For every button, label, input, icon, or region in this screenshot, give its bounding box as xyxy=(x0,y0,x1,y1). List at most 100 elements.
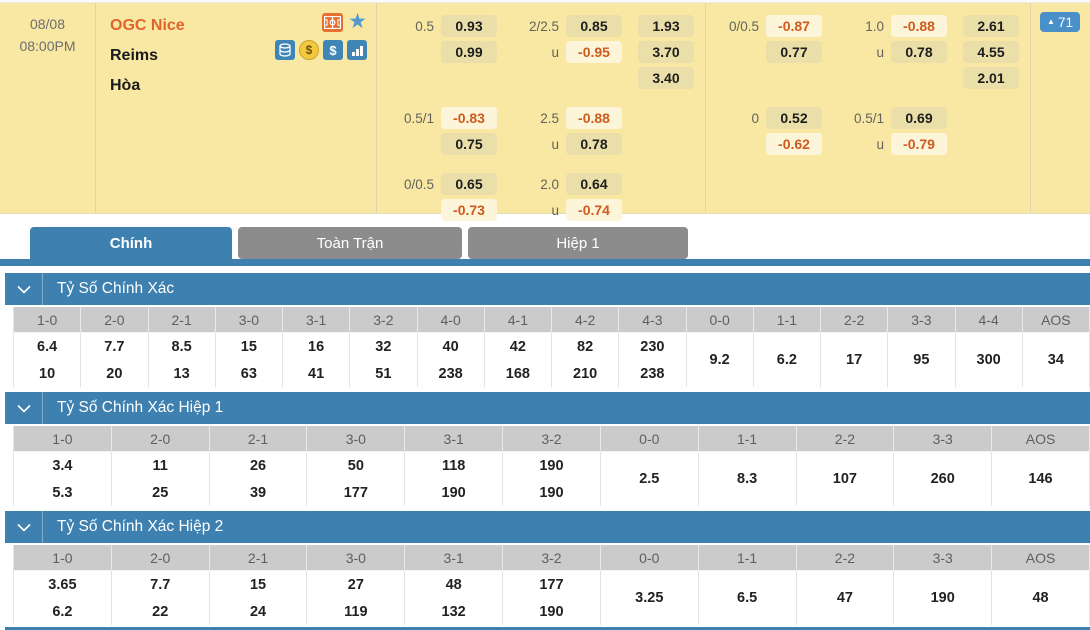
section-header[interactable]: Tỷ Số Chính Xác Hiệp 1 xyxy=(5,392,1090,424)
score-odd-value[interactable]: 210 xyxy=(573,365,598,382)
odds-movement-badge[interactable]: ▲ 71 xyxy=(1040,12,1080,32)
odds-value[interactable]: -0.73 xyxy=(441,199,497,221)
score-odd-value[interactable]: 6.5 xyxy=(737,590,758,606)
pitch-icon[interactable] xyxy=(322,12,344,32)
score-odd-value[interactable]: 3.4 xyxy=(52,457,73,474)
score-odd-value[interactable]: 15 xyxy=(240,338,257,355)
score-odd-value[interactable]: 15 xyxy=(249,576,267,593)
score-odd-value[interactable]: 32 xyxy=(375,338,392,355)
odds-value[interactable]: 3.70 xyxy=(638,41,694,63)
score-odd-value[interactable]: 132 xyxy=(441,603,466,620)
score-odd-value[interactable]: 10 xyxy=(39,365,56,382)
tab-3[interactable]: Hiệp 1 xyxy=(468,227,688,259)
odds-value[interactable]: -0.88 xyxy=(891,15,947,37)
odds-value[interactable]: 0.65 xyxy=(441,173,497,195)
score-odd-value[interactable]: 6.2 xyxy=(52,603,73,620)
tab-2[interactable]: Toàn Trận xyxy=(238,227,462,259)
odds-value[interactable]: 0.78 xyxy=(891,41,947,63)
odds-value[interactable]: 0.99 xyxy=(441,41,497,63)
score-odd-value[interactable]: 13 xyxy=(173,365,190,382)
score-odd-value[interactable]: 5.3 xyxy=(52,484,73,501)
score-odd-value[interactable]: 8.5 xyxy=(171,338,192,355)
score-odd-value[interactable]: 190 xyxy=(930,590,955,606)
chevron-down-icon[interactable] xyxy=(5,511,43,543)
score-odd-value[interactable]: 48 xyxy=(1032,590,1049,606)
score-odd-value[interactable]: 20 xyxy=(106,365,123,382)
score-odd-value[interactable]: 27 xyxy=(347,576,364,593)
score-odd-value[interactable]: 119 xyxy=(344,603,368,620)
score-odd-value[interactable]: 40 xyxy=(442,338,459,355)
odds-value[interactable]: 0.64 xyxy=(566,173,622,195)
score-odd-value[interactable]: 146 xyxy=(1028,471,1053,487)
odds-value[interactable]: 0.78 xyxy=(566,133,622,155)
chevron-down-icon[interactable] xyxy=(5,273,43,305)
odds-value[interactable]: -0.95 xyxy=(566,41,622,63)
score-odd-value[interactable]: 260 xyxy=(930,471,955,487)
score-odd-value[interactable]: 168 xyxy=(505,365,530,382)
score-odd-value[interactable]: 63 xyxy=(240,365,257,382)
score-odd-value[interactable]: 6.4 xyxy=(37,338,58,355)
odds-value[interactable]: -0.87 xyxy=(766,15,822,37)
score-odd-value[interactable]: 9.2 xyxy=(709,352,730,368)
coins-stack-icon[interactable] xyxy=(275,40,295,60)
score-odd-value[interactable]: 238 xyxy=(640,365,665,382)
section-header[interactable]: Tỷ Số Chính Xác Hiệp 2 xyxy=(5,511,1090,543)
score-odd-value[interactable]: 51 xyxy=(375,365,392,382)
odds-value[interactable]: -0.88 xyxy=(566,107,622,129)
favorite-star-icon[interactable]: ★ xyxy=(348,10,367,33)
tab-1[interactable]: Chính xyxy=(30,227,232,259)
odds-value[interactable]: 0.75 xyxy=(441,133,497,155)
odds-value[interactable]: 1.93 xyxy=(638,15,694,37)
odds-value[interactable]: 0.69 xyxy=(891,107,947,129)
score-odd-value[interactable]: 300 xyxy=(976,352,1001,368)
score-odd-value[interactable]: 41 xyxy=(308,365,325,382)
chevron-down-icon[interactable] xyxy=(5,392,43,424)
score-odd-value[interactable]: 6.2 xyxy=(776,352,797,368)
odds-value[interactable]: 3.40 xyxy=(638,67,694,89)
score-odd-value[interactable]: 82 xyxy=(577,338,594,355)
score-odd-value[interactable]: 230 xyxy=(640,338,665,355)
home-team-name[interactable]: OGC Nice xyxy=(110,17,185,34)
score-odd-value[interactable]: 7.7 xyxy=(150,576,171,593)
odds-value[interactable]: 2.01 xyxy=(963,67,1019,89)
score-odd-value[interactable]: 22 xyxy=(152,603,169,620)
score-odd-value[interactable]: 8.3 xyxy=(737,471,758,487)
score-odd-value[interactable]: 48 xyxy=(445,576,462,593)
score-odd-value[interactable]: 26 xyxy=(249,457,267,474)
score-odd-value[interactable]: 24 xyxy=(249,603,267,620)
score-odd-value[interactable]: 107 xyxy=(832,471,857,487)
dollar-icon[interactable]: $ xyxy=(323,40,343,60)
score-odd-value[interactable]: 11 xyxy=(152,457,168,474)
score-odd-value[interactable]: 2.5 xyxy=(639,471,660,487)
score-odd-value[interactable]: 190 xyxy=(441,484,466,501)
coin-icon[interactable]: $ xyxy=(299,40,319,60)
away-team-name[interactable]: Reims xyxy=(110,47,159,64)
score-odd-value[interactable]: 190 xyxy=(539,457,564,474)
stats-bars-icon[interactable] xyxy=(347,40,367,60)
score-odd-value[interactable]: 42 xyxy=(509,338,526,355)
score-odd-value[interactable]: 7.7 xyxy=(104,338,125,355)
odds-value[interactable]: 0.52 xyxy=(766,107,822,129)
score-odd-value[interactable]: 17 xyxy=(846,352,863,368)
score-odd-value[interactable]: 190 xyxy=(539,484,564,501)
score-odd-value[interactable]: 25 xyxy=(152,484,169,501)
section-header[interactable]: Tỷ Số Chính Xác xyxy=(5,273,1090,305)
odds-value[interactable]: -0.83 xyxy=(441,107,497,129)
odds-value[interactable]: 2.61 xyxy=(963,15,1019,37)
score-odd-value[interactable]: 177 xyxy=(343,484,368,501)
odds-value[interactable]: 0.85 xyxy=(566,15,622,37)
score-odd-value[interactable]: 47 xyxy=(836,590,853,606)
odds-value[interactable]: -0.79 xyxy=(891,133,947,155)
score-odd-value[interactable]: 95 xyxy=(913,352,930,368)
odds-value[interactable]: -0.62 xyxy=(766,133,822,155)
odds-value[interactable]: 0.93 xyxy=(441,15,497,37)
score-odd-value[interactable]: 34 xyxy=(1047,352,1064,368)
score-odd-value[interactable]: 177 xyxy=(539,576,564,593)
odds-value[interactable]: 4.55 xyxy=(963,41,1019,63)
score-odd-value[interactable]: 190 xyxy=(539,603,564,620)
score-odd-value[interactable]: 238 xyxy=(438,365,463,382)
score-odd-value[interactable]: 3.65 xyxy=(48,576,77,593)
score-odd-value[interactable]: 118 xyxy=(441,457,466,474)
odds-value[interactable]: 0.77 xyxy=(766,41,822,63)
odds-value[interactable]: -0.74 xyxy=(566,199,622,221)
